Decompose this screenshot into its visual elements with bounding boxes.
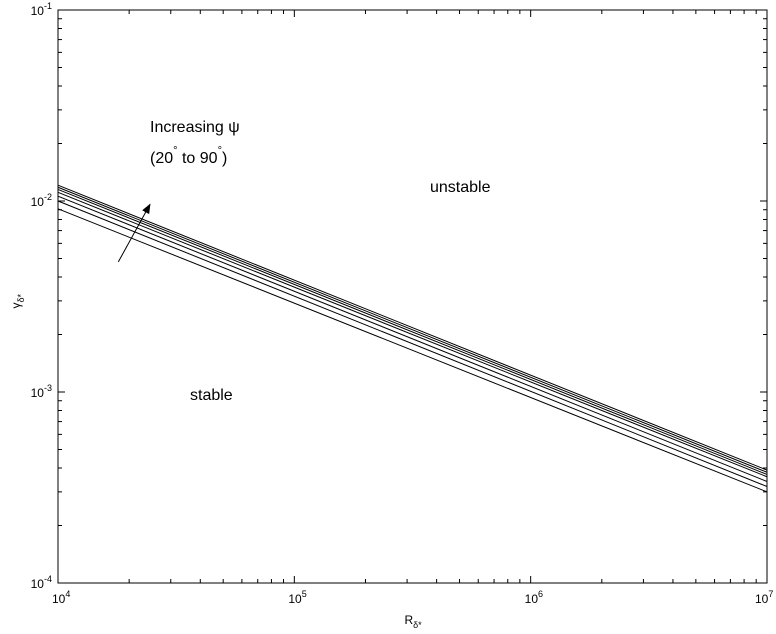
plot-layer (57, 184, 768, 493)
text-layer: 104 105 106 107 10-4 10-3 10-2 10-1 Rδ* γδ* Increa… (9, 1, 773, 630)
plot-frame (57, 9, 768, 584)
x-axis-label: Rδ* (405, 613, 423, 630)
x-tick-label: 104 (52, 589, 70, 606)
y-tick-label: 10-2 (31, 192, 52, 209)
series-line-4 (57, 191, 768, 478)
stable-region-label: stable (190, 387, 233, 404)
x-tick-label: 105 (288, 589, 306, 606)
y-tick-label: 10-4 (31, 574, 52, 591)
unstable-region-label: unstable (430, 179, 491, 196)
increasing-psi-label: Increasing ψ (150, 119, 240, 136)
angle-range-label: (20° to 90°) (150, 145, 227, 167)
axes-layer (57, 9, 768, 584)
y-tick-label: 10-1 (31, 1, 52, 18)
increasing-arrow (117, 203, 151, 263)
series-line-2 (57, 200, 768, 487)
series-line-5 (57, 188, 768, 475)
series-line-1 (57, 208, 768, 493)
y-tick-label: 10-3 (31, 383, 52, 400)
series-line-6 (57, 186, 768, 473)
x-tick-label: 106 (525, 589, 543, 606)
series-line-3 (57, 195, 768, 482)
x-tick-label: 107 (755, 589, 773, 606)
series-line-7 (57, 184, 768, 471)
y-axis-label: γδ* (9, 293, 26, 308)
